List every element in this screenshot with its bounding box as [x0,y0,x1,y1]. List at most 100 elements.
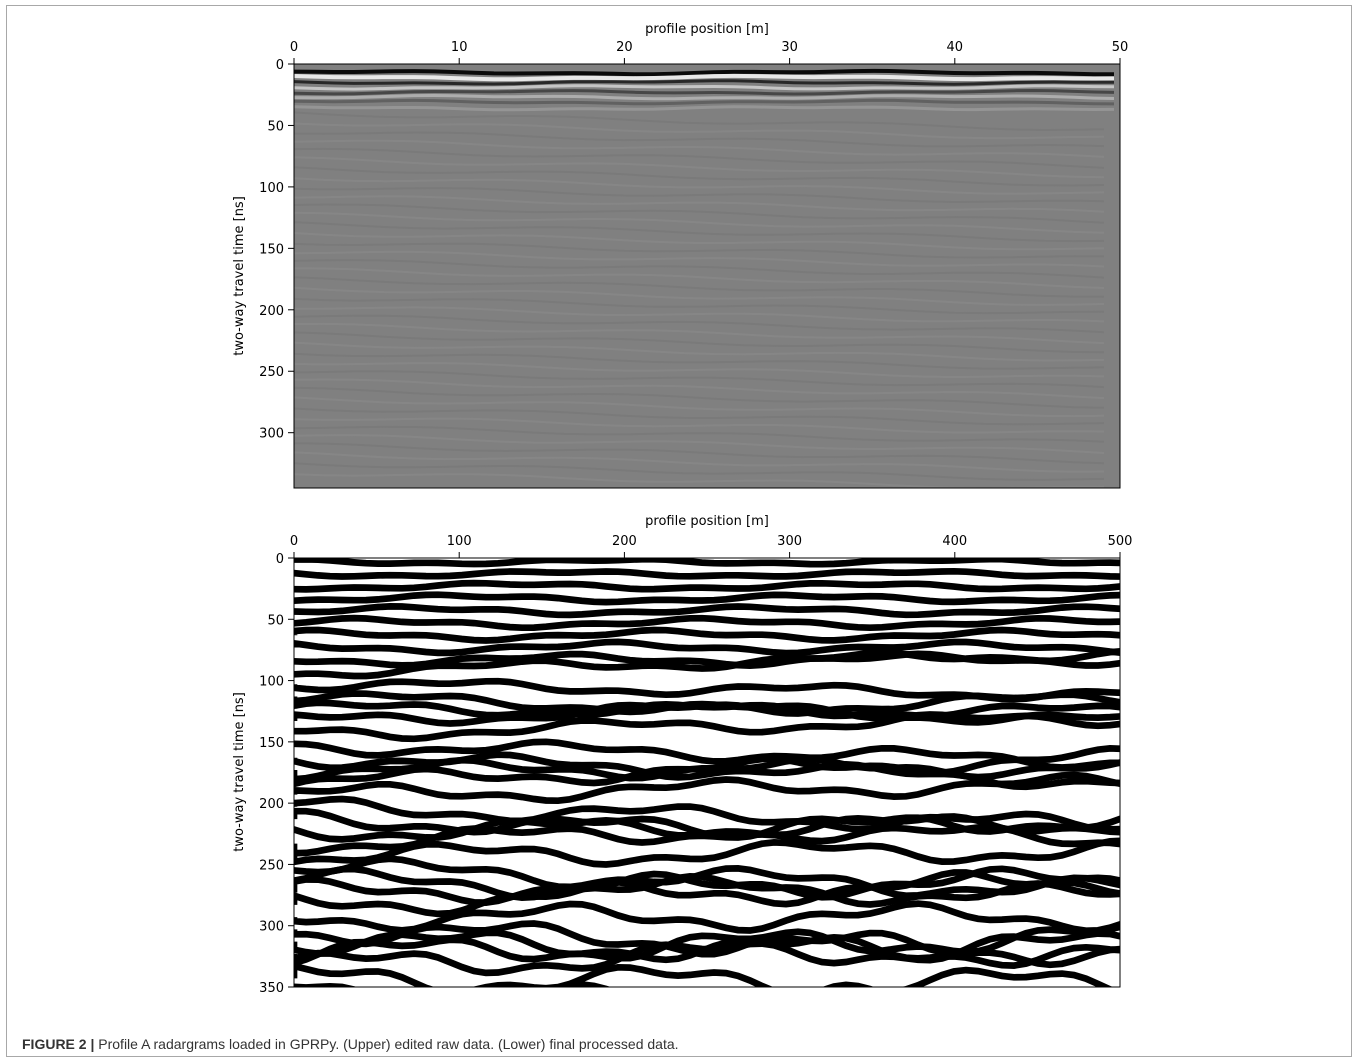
lower-reflector-stripe [294,837,1120,868]
upper-texture-line [294,370,1105,389]
upper-texture-line [294,267,1105,289]
upper-texture-line [294,314,1105,334]
upper-reflector-band [294,93,1115,101]
upper-texture-line [294,250,1105,268]
lower-reflector-stripe [294,614,1120,632]
lower-x-tick-label: 400 [942,534,967,549]
upper-texture-line [294,122,1105,140]
figure-frame [6,5,1352,1057]
lower-reflector-stripe [294,535,1122,539]
lower-plot-border [293,557,1121,988]
lower-x-axis-label: profile position [m] [645,514,769,529]
upper-y-tick-label: 200 [259,304,284,319]
lower-y-tick-label: 0 [276,552,284,567]
upper-reflector-band [294,73,1115,82]
lower-y-tick-label: 350 [259,981,284,996]
upper-y-tick-label: 50 [267,119,284,134]
upper-radargram: 0 10 20 30 40 50 0 50 100 150 200 250 300 profile p… [232,22,1129,489]
upper-reflector-band [294,105,1115,112]
upper-texture-line [294,331,1105,354]
upper-texture-line [294,434,1105,454]
lower-reflector-stripe [294,558,1120,568]
upper-x-tick-label: 20 [616,40,633,55]
upper-texture-line [294,341,1105,362]
upper-texture-line [294,156,1105,179]
upper-x-tick-label: 30 [781,40,798,55]
upper-texture-line [294,131,1105,148]
lower-reflector-stripe [294,591,1120,606]
lower-reflector-stripe [821,981,875,987]
lower-x-tick-label: 100 [447,534,472,549]
lower-x-tick-label: 0 [290,534,298,549]
lower-reflector-stripe [294,579,1120,593]
lower-reflector-stripe [294,691,1120,727]
upper-texture-line [294,386,1105,409]
upper-texture-line [294,407,1105,426]
lower-y-tick-label: 150 [259,736,284,751]
lower-reflector-stripe [294,567,1120,580]
lower-reflector-stripe [294,981,611,987]
upper-texture-line [294,232,1105,251]
lower-y-tick-label: 50 [267,613,284,628]
upper-plot-border [293,63,1121,489]
lower-x-tick-label: 300 [777,534,802,549]
upper-y-tick-label: 250 [259,365,284,380]
upper-x-tick-label: 40 [947,40,964,55]
figure-label: FIGURE 2 | [22,1036,95,1052]
lower-x-tick-label: 500 [1108,534,1133,549]
lower-y-axis-label: two-way travel time [ns] [232,692,247,852]
lower-x-ticks: 0 100 200 300 400 500 [290,534,1133,558]
lower-reflector-stripe [294,638,1120,657]
upper-y-tick-label: 0 [276,58,284,73]
lower-reflector-stripe [294,626,1120,644]
lower-reflector-stripe [294,865,1120,908]
upper-texture-line [294,166,1105,187]
upper-x-tick-label: 10 [451,40,468,55]
upper-texture-line [294,186,1105,204]
upper-texture-line [294,306,1105,323]
upper-texture-line [294,195,1105,213]
lower-reflector-stripe [294,603,1120,619]
upper-y-tick-label: 150 [259,242,284,257]
upper-texture-line [294,111,1105,132]
upper-texture-line [294,297,1105,315]
upper-texture-line [294,352,1105,370]
upper-y-ticks: 0 50 100 150 200 250 300 [259,58,294,442]
upper-reflector-band [294,68,1114,77]
upper-texture-line [294,322,1105,345]
lower-reflector-stripe [294,962,1114,987]
lower-reflector-stripe [294,648,1120,680]
lower-reflector-stripe [294,745,1120,788]
upper-texture-line [294,442,1105,465]
upper-texture-line [294,221,1105,243]
lower-y-ticks: 0 50 100 150 200 250 300 350 [259,552,294,996]
figure-caption: FIGURE 2 | Profile A radargrams loaded i… [22,1036,1342,1052]
upper-texture-line [294,203,1105,224]
lower-y-tick-label: 200 [259,797,284,812]
figure-caption-text: Profile A radargrams loaded in GPRPy. (U… [94,1036,679,1052]
upper-reflector-band [294,84,1115,91]
upper-x-axis-label: profile position [m] [645,22,769,37]
lower-reflectors [294,535,1122,987]
upper-texture-line [294,139,1105,158]
upper-texture-line [294,451,1105,473]
lower-x-tick-label: 200 [612,534,637,549]
lower-reflector-stripe [294,865,1120,906]
lower-reflector-stripe [294,711,1120,743]
upper-texture-line [294,286,1105,306]
upper-texture-line [294,378,1105,400]
upper-texture-line [294,259,1105,279]
upper-reflector-band [294,79,1115,86]
upper-texture-line [294,425,1105,443]
upper-y-tick-label: 100 [259,181,284,196]
lower-reflector-stripe [294,547,1122,552]
upper-x-tick-label: 0 [290,40,298,55]
lower-reflector-stripe [294,930,1120,977]
upper-x-tick-label: 50 [1112,40,1129,55]
upper-texture-line [294,177,1105,195]
upper-reflector-band [294,98,1115,106]
upper-reflectors [294,68,1115,488]
upper-texture-line [294,362,1105,379]
upper-texture-line [294,396,1105,418]
